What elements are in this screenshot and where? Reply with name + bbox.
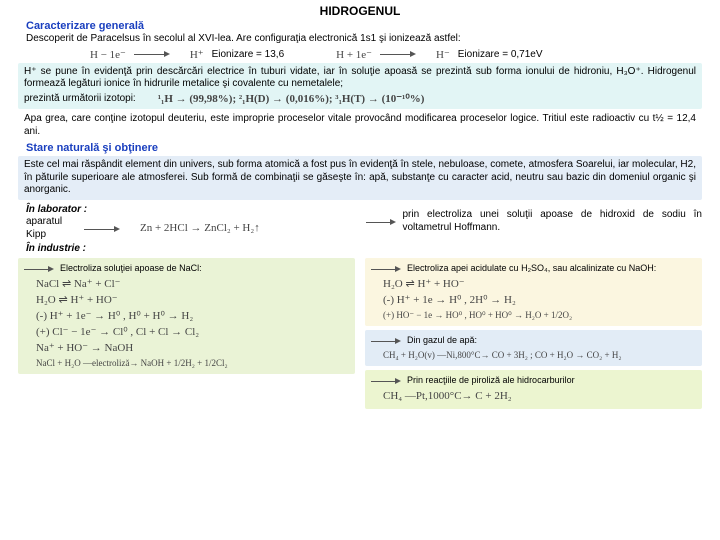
arrow-icon (84, 226, 120, 232)
discover-text: Descоperit de Paracelsus în secolul al X… (26, 33, 702, 46)
band-universe: Este cel mai răspândit element din unive… (18, 156, 702, 200)
lab-label: În laborator : (26, 204, 354, 217)
rxn: (-) H⁺ + 1e → H⁰ , 2H⁰ → H₂ (383, 293, 696, 309)
ion2-left: H + 1e⁻ (336, 48, 372, 61)
panel-nacl: Electroliza soluţiei apoase de NaCl: NaC… (18, 258, 355, 374)
arrow-icon (371, 266, 401, 272)
ion1-left: H − 1e⁻ (90, 48, 126, 61)
arrow-icon (134, 51, 170, 57)
page-title: HIDROGENUL (18, 4, 702, 18)
arrow-icon (371, 378, 401, 384)
rxn: NaCl ⇌ Na⁺ + Cl⁻ (36, 277, 349, 293)
rxn: (-) H⁺ + 1e⁻ → H⁰ , H⁰ + H⁰ → H₂ (36, 309, 349, 325)
panel-pyrolysis: Prin reacţiile de piroliză ale hidrocarb… (365, 370, 702, 409)
panel-pyrolysis-head: Prin reacţiile de piroliză ale hidrocarb… (407, 374, 575, 387)
ion1-right: H⁺ (190, 48, 204, 61)
rxn: CH₄ —Pt,1000°C→ C + 2H₂ (383, 389, 696, 405)
rxn: Na⁺ + HO⁻ → NaOH (36, 341, 349, 357)
panel-h2so4-head: Electroliza apei acidulate cu H₂SO₄, sau… (407, 262, 656, 275)
industry-label: În industrie : (26, 243, 702, 254)
rxn: CH₄ + H₂O(v) —Ni,800°C→ CO + 3H₂ ; CO + … (383, 349, 696, 362)
isotopes-pre: prezintă următorii izotopi: (24, 93, 136, 106)
arrow-icon (380, 51, 416, 57)
band-hplus: H⁺ se pune în evidenţă prin descărcări e… (18, 63, 702, 110)
isotopes: ¹₁H → (99,98%); ²₁H(D) → (0,016%); ³₁H(T… (158, 93, 425, 107)
lab-electrolysis-text: prin electroliza unei soluţii apoase de … (402, 209, 702, 234)
arrow-icon (366, 219, 396, 225)
band-heavywater: Apa grea, care conţine izotopul deuteriu… (18, 111, 702, 140)
panel-gas: Din gazul de apă: CH₄ + H₂O(v) —Ni,800°C… (365, 330, 702, 366)
panel-h2so4: Electroliza apei acidulate cu H₂SO₄, sau… (365, 258, 702, 326)
panel-gas-head: Din gazul de apă: (407, 334, 477, 347)
arrow-icon (24, 266, 54, 272)
rxn: NaCl + H₂O —electroliză→ NaOH + 1/2H₂ + … (36, 357, 349, 370)
section-natural: Stare naturală şi obţinere (26, 142, 702, 154)
rxn: H₂O ⇌ H⁺ + HO⁻ (383, 277, 696, 293)
arrow-icon (371, 338, 401, 344)
panel-nacl-head: Electroliza soluţiei apoase de NaCl: (60, 262, 202, 275)
kipp-label: aparatul Kipp (26, 216, 76, 241)
ion2-right: H⁻ (436, 48, 450, 61)
rxn: H₂O ⇌ H⁺ + HO⁻ (36, 293, 349, 309)
eion1: Eionizare = 13,6 (212, 49, 285, 60)
eion2: Eionizare = 0,71eV (458, 49, 543, 60)
ionization-row: H − 1e⁻ H⁺ Eionizare = 13,6 H + 1e⁻ H⁻ E… (78, 48, 702, 61)
section-general: Caracterizare generală (26, 20, 702, 32)
rxn: (+) HO⁻ − 1e → HO⁰ , HO⁰ + HO⁰ → H₂O + 1… (383, 309, 696, 322)
lab-reaction: Zn + 2HCl → ZnCl₂ + H₂↑ (140, 222, 260, 236)
rxn: (+) Cl⁻ − 1e⁻ → Cl⁰ , Cl + Cl → Cl₂ (36, 325, 349, 341)
band-hplus-text: H⁺ se pune în evidenţă prin descărcări e… (24, 66, 696, 90)
